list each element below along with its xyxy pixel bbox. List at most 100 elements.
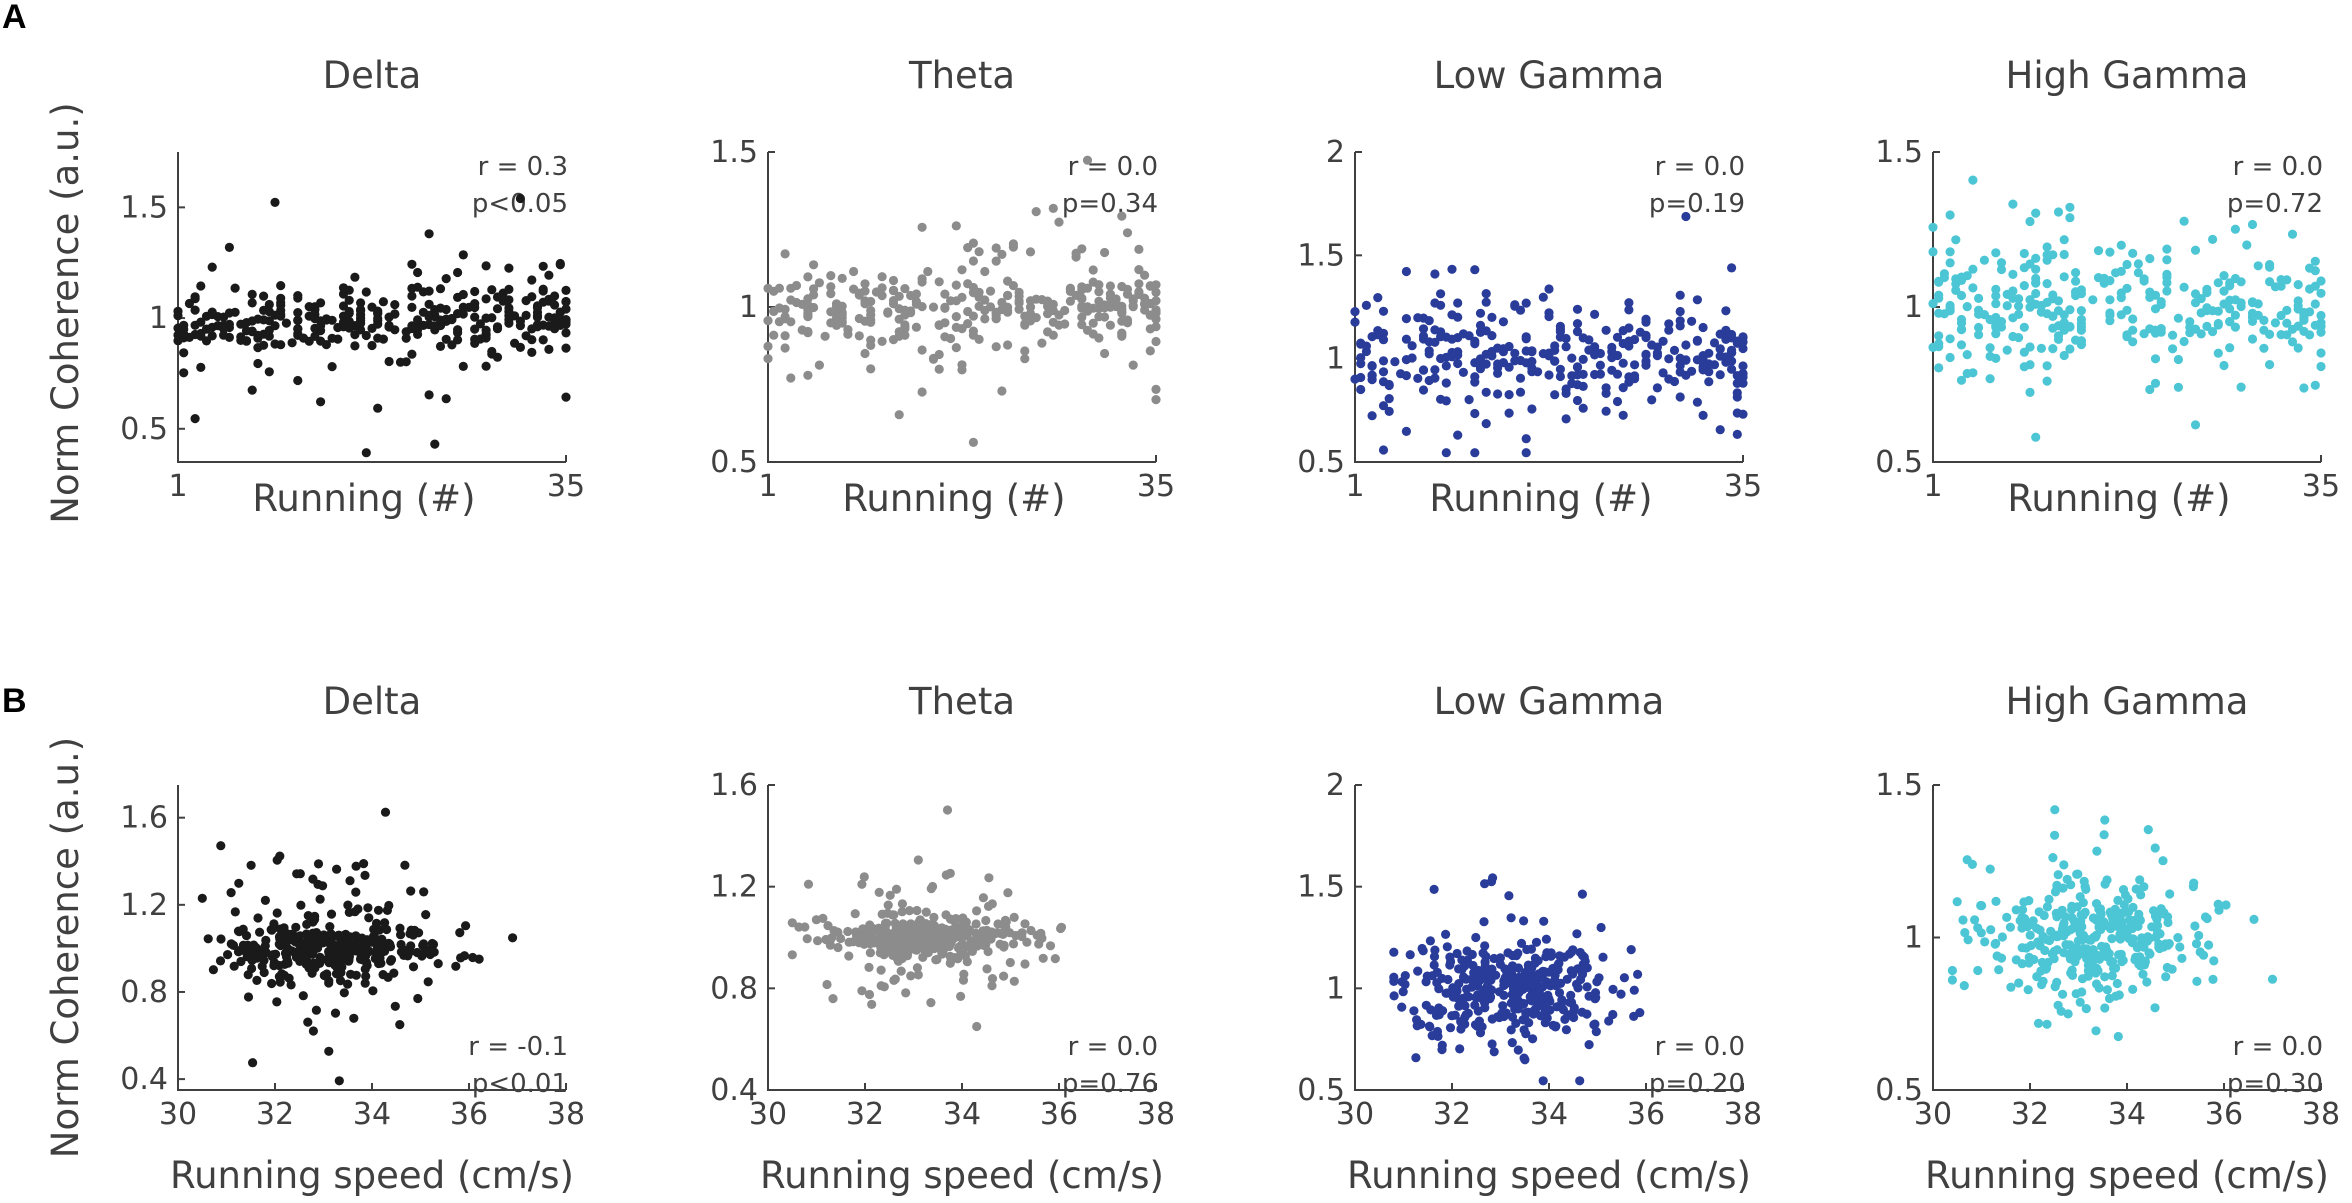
data-point [338, 283, 349, 293]
data-point [1020, 919, 1030, 929]
data-point [1008, 242, 1019, 252]
data-point [844, 951, 854, 961]
data-point [2083, 966, 2093, 976]
data-point [1045, 941, 1056, 951]
data-point [2162, 278, 2172, 288]
data-point [1590, 1019, 1600, 1029]
data-point [373, 403, 383, 413]
data-point [390, 300, 400, 310]
data-point [982, 964, 992, 974]
stat-r: r = -0.1 [468, 1032, 568, 1062]
data-point [2111, 991, 2121, 1001]
data-point [2050, 830, 2060, 840]
data-point [233, 926, 244, 936]
data-point [1601, 325, 1611, 335]
data-point [1528, 1034, 1538, 1044]
data-point [1480, 879, 1490, 889]
data-point [544, 344, 554, 354]
data-point [356, 325, 366, 335]
data-point [344, 952, 354, 962]
data-point [1939, 269, 1949, 279]
x-axis-label: Running (#) [2007, 477, 2230, 520]
data-point [2190, 298, 2201, 308]
data-point [2042, 1019, 2052, 1029]
data-point [1455, 1044, 1465, 1054]
data-point [246, 860, 256, 870]
data-point [2100, 1003, 2110, 1013]
data-point [1594, 973, 1604, 983]
data-point [980, 314, 990, 324]
data-point [1100, 348, 1110, 359]
data-point [813, 936, 823, 946]
data-point [2202, 321, 2212, 331]
data-point [1928, 222, 1938, 232]
data-point [279, 923, 289, 933]
data-point [1732, 378, 1742, 388]
data-point [2006, 982, 2016, 992]
data-point [1991, 896, 2001, 907]
data-point [1425, 936, 1435, 946]
data-point [1962, 271, 1972, 281]
x-tick-label: 1 [168, 469, 187, 504]
data-point [1442, 942, 1452, 952]
y-tick-label: 1.6 [710, 768, 758, 803]
x-tick-label: 38 [1724, 1097, 1762, 1132]
data-point [364, 946, 374, 957]
data-point [2145, 324, 2155, 334]
data-point [1698, 362, 1708, 372]
data-point [1990, 939, 2000, 949]
data-point [2024, 952, 2034, 963]
data-point [2075, 928, 2085, 938]
data-point [1664, 354, 1674, 364]
data-point [2057, 905, 2067, 915]
data-point [2162, 244, 2172, 254]
data-point [224, 242, 234, 252]
data-point [2173, 382, 2183, 392]
data-point [890, 918, 900, 929]
data-point [843, 325, 853, 335]
data-point [822, 979, 832, 990]
data-point [1094, 296, 1104, 306]
data-point [2144, 933, 2155, 943]
data-point [249, 940, 259, 950]
data-point [1515, 355, 1526, 366]
data-point [2062, 874, 2072, 885]
data-point [2117, 957, 2127, 967]
data-point [900, 284, 910, 294]
data-point [2221, 900, 2231, 910]
data-point [1562, 974, 1572, 984]
data-point [1607, 365, 1617, 375]
data-point [2242, 240, 2252, 250]
data-point [1548, 1020, 1558, 1030]
data-point [1457, 996, 1467, 1006]
data-point [2025, 920, 2035, 930]
data-point [1960, 928, 1970, 938]
data-point [326, 909, 337, 919]
data-point [2202, 303, 2212, 313]
data-point [424, 319, 434, 330]
data-point [791, 280, 802, 291]
data-point [461, 921, 471, 931]
x-tick-label: 38 [1137, 1097, 1175, 1132]
data-point [972, 1021, 982, 1032]
data-point [1470, 372, 1480, 382]
data-point [1675, 306, 1685, 317]
data-point [833, 927, 843, 937]
data-point [1020, 346, 1030, 356]
data-point [1506, 998, 1516, 1008]
data-point [1424, 346, 1434, 356]
data-point [401, 357, 411, 367]
data-point [2158, 856, 2168, 866]
data-point [1514, 987, 1524, 997]
data-point [234, 878, 244, 888]
data-point [418, 307, 428, 317]
data-point [1626, 945, 1636, 955]
data-point [269, 919, 279, 929]
data-point [1523, 960, 1533, 970]
data-point [2053, 207, 2064, 217]
data-point [1618, 383, 1628, 393]
stat-r: r = 0.3 [478, 152, 568, 182]
data-point [470, 338, 480, 348]
data-point [481, 333, 491, 343]
